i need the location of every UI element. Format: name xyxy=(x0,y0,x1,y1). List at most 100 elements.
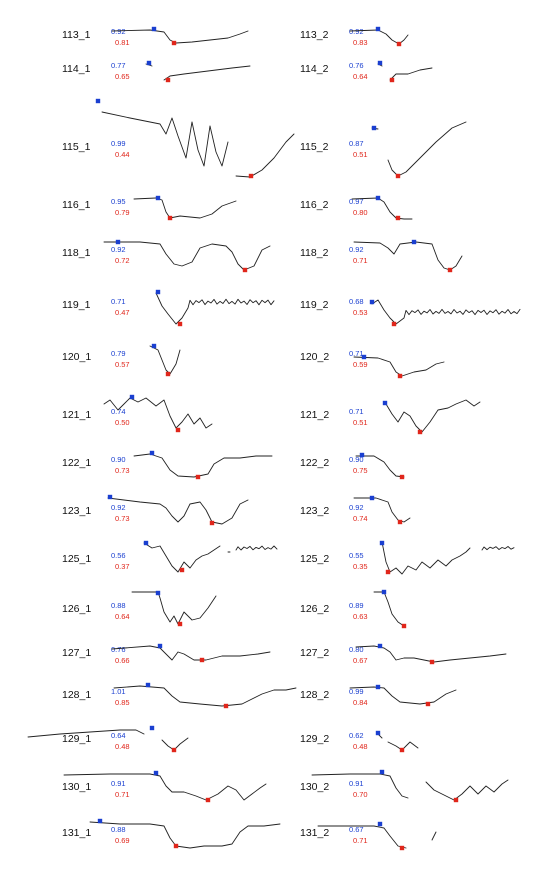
trace-line-segment xyxy=(113,685,297,707)
panel-129_1: 129_1 0.64 0.48 xyxy=(27,725,189,753)
trace-line-segment xyxy=(63,773,267,801)
lower-value: 0.74 xyxy=(353,514,368,523)
trace-line-segment xyxy=(481,546,515,551)
upper-value: 0.80 xyxy=(349,645,364,654)
panel-label: 123_1 xyxy=(62,505,91,517)
trace-line-segment xyxy=(27,729,145,738)
panel-label: 125_1 xyxy=(62,553,91,565)
start-marker xyxy=(149,450,155,456)
panel-label: 130_1 xyxy=(62,781,91,793)
min-marker xyxy=(399,747,405,753)
min-marker xyxy=(399,474,405,480)
trace-line-segment xyxy=(155,292,275,325)
min-marker xyxy=(395,215,401,221)
trace-line-segment xyxy=(111,29,249,44)
panel-label: 113_2 xyxy=(300,29,329,41)
upper-value: 0.95 xyxy=(111,197,126,206)
panel-126_2: 126_2 0.89 0.63 xyxy=(300,589,407,629)
min-marker xyxy=(385,569,391,575)
upper-value: 0.74 xyxy=(111,407,126,416)
panel-119_1: 119_1 0.71 0.47 xyxy=(62,289,275,327)
upper-value: 0.76 xyxy=(111,645,126,654)
upper-value: 0.71 xyxy=(111,297,126,306)
trace-line-segment xyxy=(235,545,278,551)
trace-line-segment xyxy=(353,497,411,523)
panel-label: 116_1 xyxy=(62,199,91,211)
panel-label: 129_1 xyxy=(62,733,91,745)
upper-value: 0.67 xyxy=(349,825,364,834)
lower-value: 0.64 xyxy=(353,72,368,81)
lower-value: 0.66 xyxy=(115,656,130,665)
panel-label: 118_1 xyxy=(62,247,91,259)
upper-value: 0.90 xyxy=(111,455,126,464)
start-marker xyxy=(155,195,161,201)
upper-value: 0.92 xyxy=(349,27,364,36)
start-marker xyxy=(369,495,375,501)
panel-128_2: 128_2 0.99 0.84 xyxy=(300,684,457,707)
panel-121_2: 121_2 0.71 0.51 xyxy=(300,399,481,435)
panel-label: 116_2 xyxy=(300,199,329,211)
lower-value: 0.71 xyxy=(353,836,368,845)
start-marker xyxy=(153,770,159,776)
start-marker xyxy=(375,684,381,690)
lower-value: 0.35 xyxy=(353,562,368,571)
panel-116_2: 116_2 0.97 0.80 xyxy=(300,195,413,221)
min-marker xyxy=(179,567,185,573)
panel-122_2: 122_2 0.90 0.75 xyxy=(300,452,405,480)
upper-value: 0.56 xyxy=(111,551,126,560)
min-marker xyxy=(177,621,183,627)
upper-value: 0.62 xyxy=(349,731,364,740)
panel-119_2: 119_2 0.68 0.53 xyxy=(300,297,521,327)
start-marker xyxy=(155,590,161,596)
panel-127_2: 127_2 0.80 0.67 xyxy=(300,643,507,665)
start-marker xyxy=(375,195,381,201)
lower-value: 0.79 xyxy=(115,208,130,217)
min-marker xyxy=(397,519,403,525)
min-marker xyxy=(173,843,179,849)
min-marker xyxy=(171,747,177,753)
panel-125_2: 125_2 0.55 0.35 xyxy=(300,540,515,575)
min-marker xyxy=(167,215,173,221)
lower-value: 0.64 xyxy=(115,612,130,621)
upper-value: 0.88 xyxy=(111,825,126,834)
start-marker xyxy=(97,818,103,824)
panel-123_2: 123_2 0.92 0.74 xyxy=(300,495,411,525)
lower-value: 0.53 xyxy=(353,308,368,317)
panel-121_1: 121_1 0.74 0.50 xyxy=(62,394,213,433)
start-marker xyxy=(375,730,381,736)
panel-128_1: 128_1 1.01 0.85 xyxy=(62,682,297,709)
lower-value: 0.57 xyxy=(115,360,130,369)
trace-line-segment xyxy=(103,397,213,429)
trace-line-segment xyxy=(101,111,229,167)
min-marker xyxy=(389,77,395,83)
trace-line-segment xyxy=(133,453,273,478)
panel-114_2: 114_2 0.76 0.64 xyxy=(300,60,433,83)
upper-value: 0.77 xyxy=(111,61,126,70)
panel-label: 122_2 xyxy=(300,457,329,469)
trace-line-segment xyxy=(353,241,463,271)
lower-value: 0.65 xyxy=(115,72,130,81)
upper-value: 0.79 xyxy=(111,349,126,358)
lower-value: 0.51 xyxy=(353,418,368,427)
lower-value: 0.75 xyxy=(353,466,368,475)
panel-label: 131_1 xyxy=(62,827,91,839)
upper-value: 1.01 xyxy=(111,687,126,696)
panel-122_1: 122_1 0.90 0.73 xyxy=(62,450,273,480)
upper-value: 0.55 xyxy=(349,551,364,560)
panel-label: 121_2 xyxy=(300,409,329,421)
trace-line-segment xyxy=(163,65,251,81)
upper-value: 0.68 xyxy=(349,297,364,306)
start-marker xyxy=(146,60,152,66)
lower-value: 0.71 xyxy=(353,256,368,265)
trace-line-segment xyxy=(131,591,217,625)
panel-116_1: 116_1 0.95 0.79 xyxy=(62,195,237,221)
trace-line-segment xyxy=(355,455,405,478)
lower-value: 0.48 xyxy=(353,742,368,751)
trace-line-segment xyxy=(381,541,471,575)
trace-line-segment xyxy=(111,645,271,661)
panel-115_2: 115_2 0.87 0.51 xyxy=(300,121,467,179)
trace-line-segment xyxy=(143,542,221,573)
panel-label: 126_2 xyxy=(300,603,329,615)
min-marker xyxy=(396,41,402,47)
